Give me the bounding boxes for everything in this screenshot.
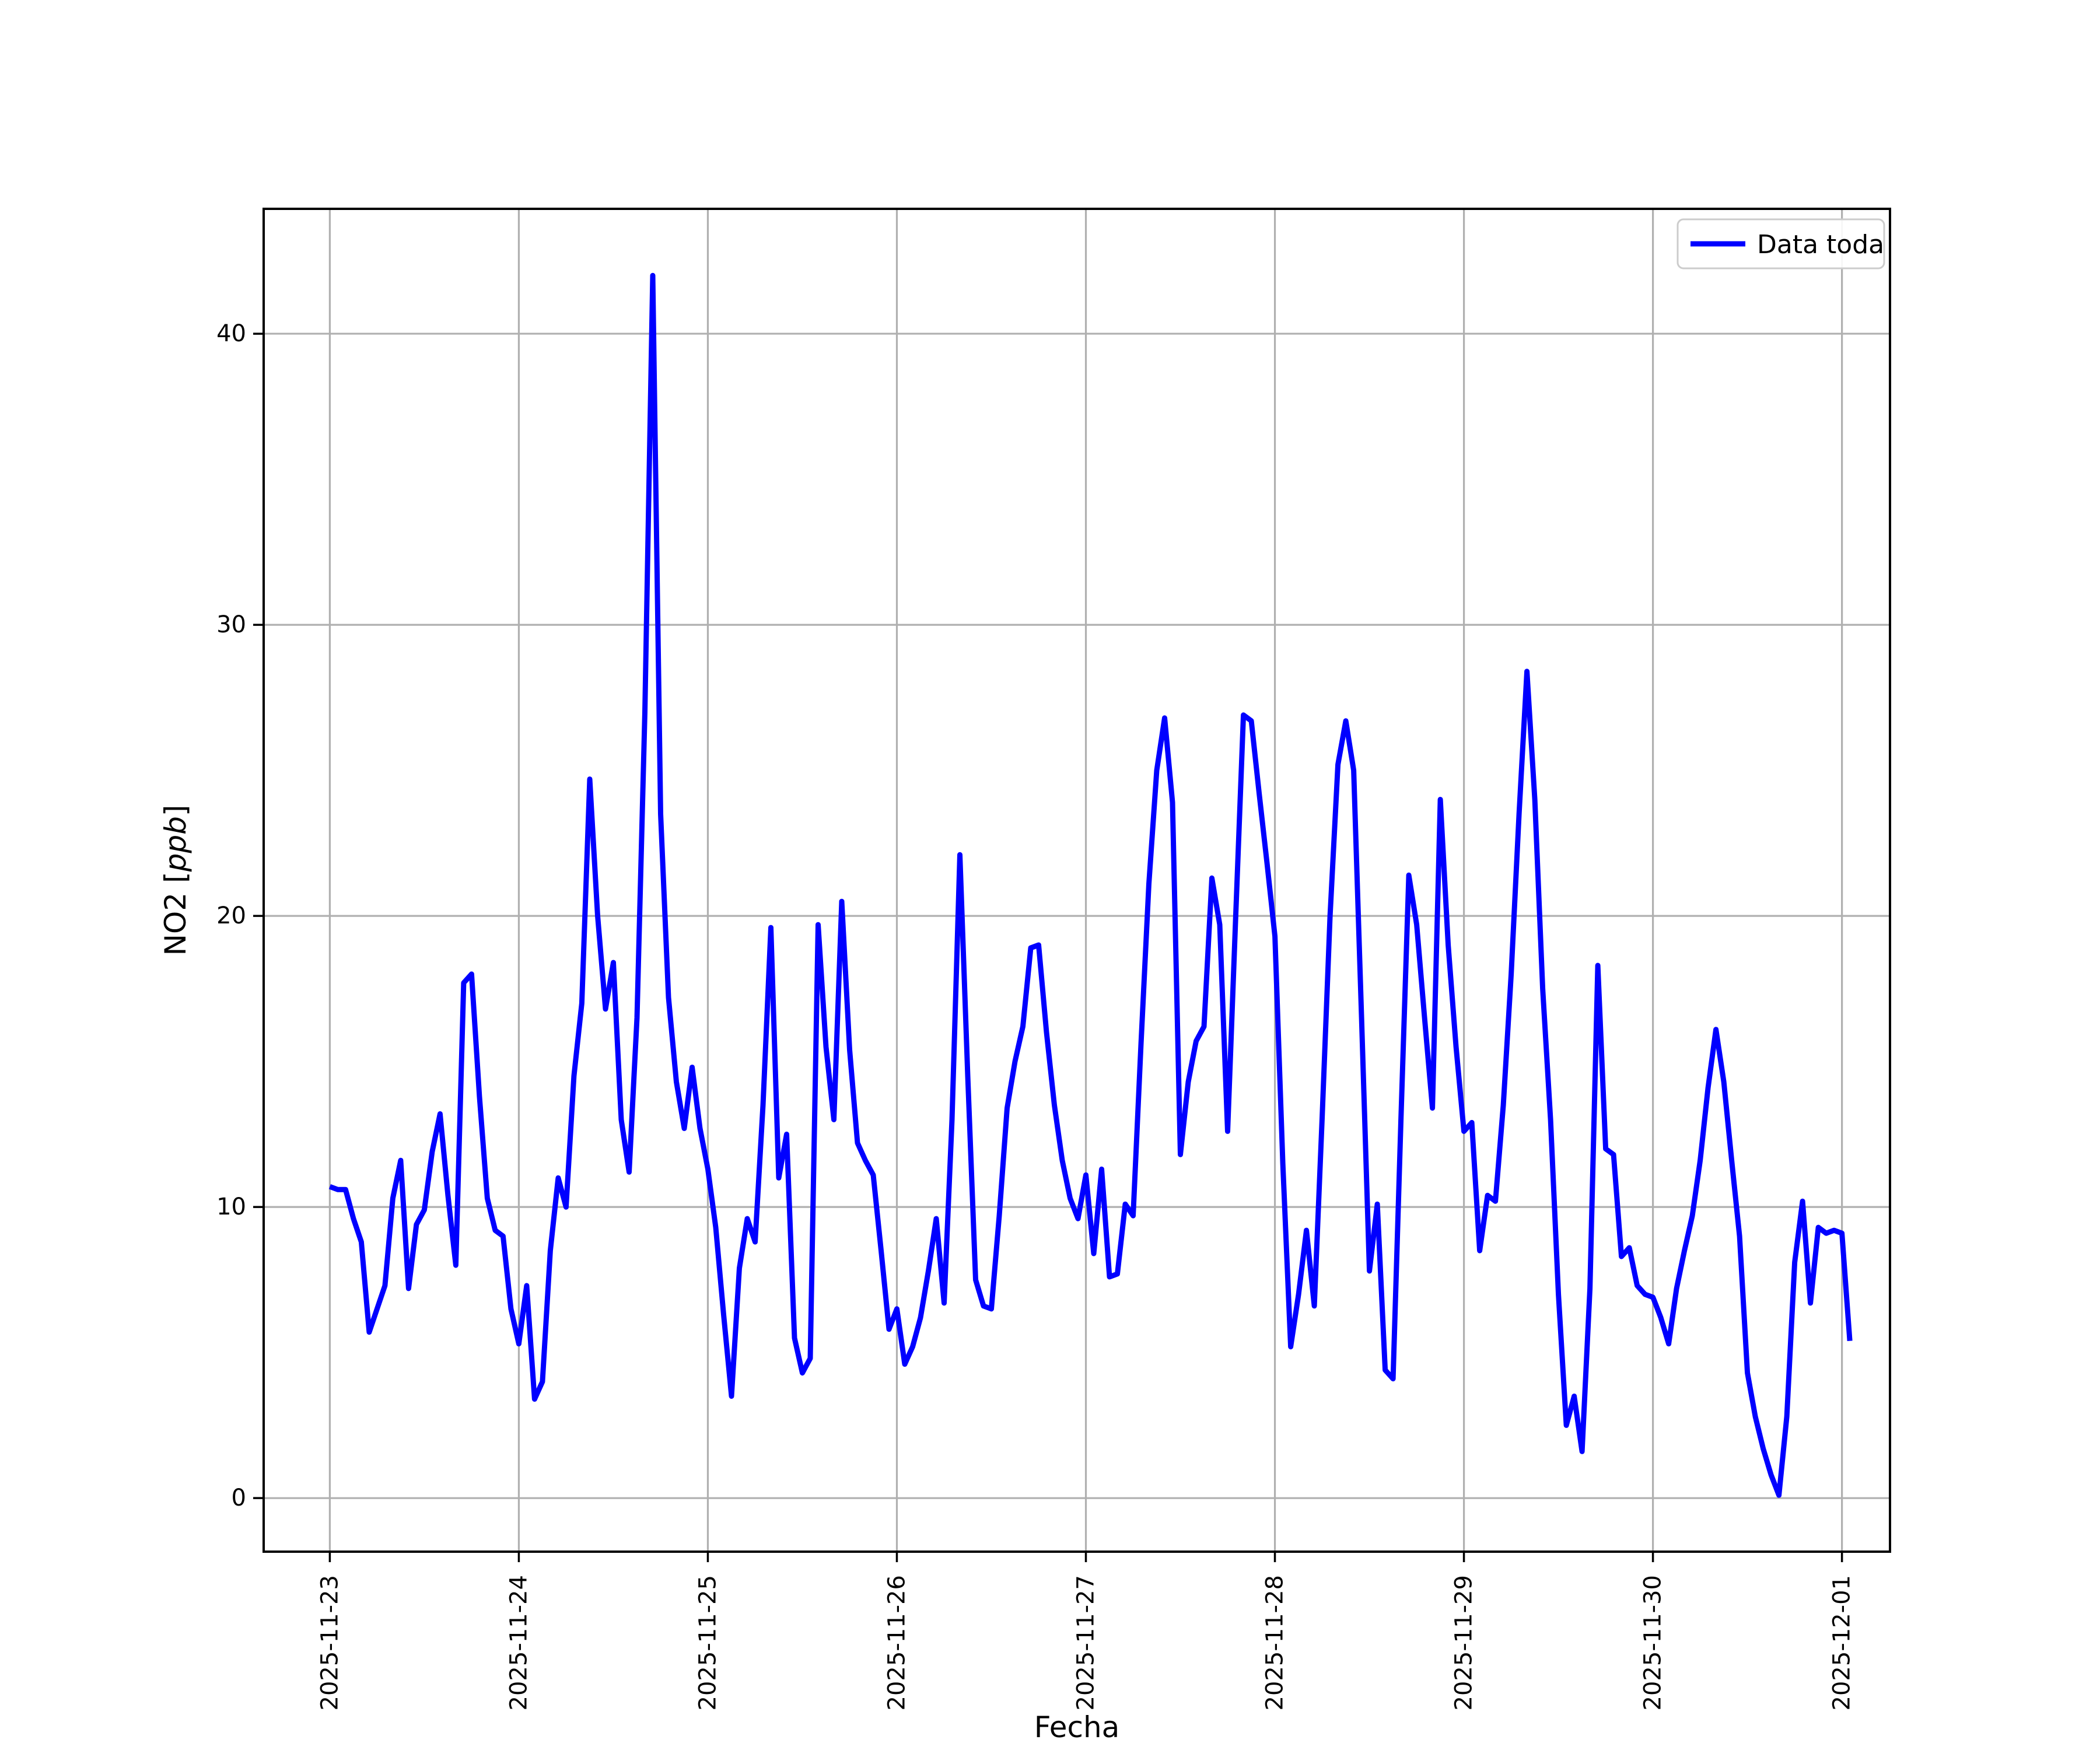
- x-tick-label: 2025-11-25: [694, 1575, 721, 1710]
- series-layer: [328, 272, 1853, 1498]
- x-tick-label: 2025-11-30: [1640, 1575, 1667, 1710]
- x-tick-label: 2025-11-29: [1451, 1575, 1478, 1710]
- tick-marks: [253, 332, 1843, 1562]
- y-tick-label: 20: [216, 902, 246, 929]
- legend-label: Data toda: [1757, 230, 1884, 260]
- y-tick-label: 30: [216, 611, 246, 638]
- y-tick-label: 10: [216, 1194, 246, 1220]
- no2-series-line: [328, 272, 1853, 1498]
- grid-lines: [264, 209, 1890, 1552]
- x-tick-label: 2025-12-01: [1829, 1575, 1856, 1710]
- x-tick-label: 2025-11-23: [316, 1575, 343, 1710]
- x-tick-labels: 2025-11-23 2025-11-24 2025-11-25 2025-11-26…: [316, 1575, 1855, 1710]
- x-tick-label: 2025-11-27: [1073, 1575, 1100, 1710]
- y-axis-label-units: ppb: [159, 816, 192, 872]
- y-tick-label: 40: [216, 320, 246, 347]
- legend-box: [1676, 218, 1885, 270]
- y-axis-label-prefix: NO2 [: [159, 872, 192, 956]
- x-tick-label: 2025-11-24: [505, 1575, 532, 1710]
- x-tick-label: 2025-11-26: [883, 1575, 910, 1710]
- y-tick-label: 0: [232, 1485, 246, 1511]
- y-tick-labels: 0 10 20 30 40: [216, 320, 246, 1511]
- x-tick-label: 2025-11-28: [1262, 1575, 1289, 1710]
- y-axis-label-suffix: ]: [159, 805, 192, 817]
- y-axis-label: NO2 [ppb]: [159, 805, 192, 956]
- axes-spines: [262, 208, 1891, 1553]
- legend: Data toda: [1676, 218, 1885, 270]
- x-axis-label: Fecha: [1034, 1710, 1120, 1744]
